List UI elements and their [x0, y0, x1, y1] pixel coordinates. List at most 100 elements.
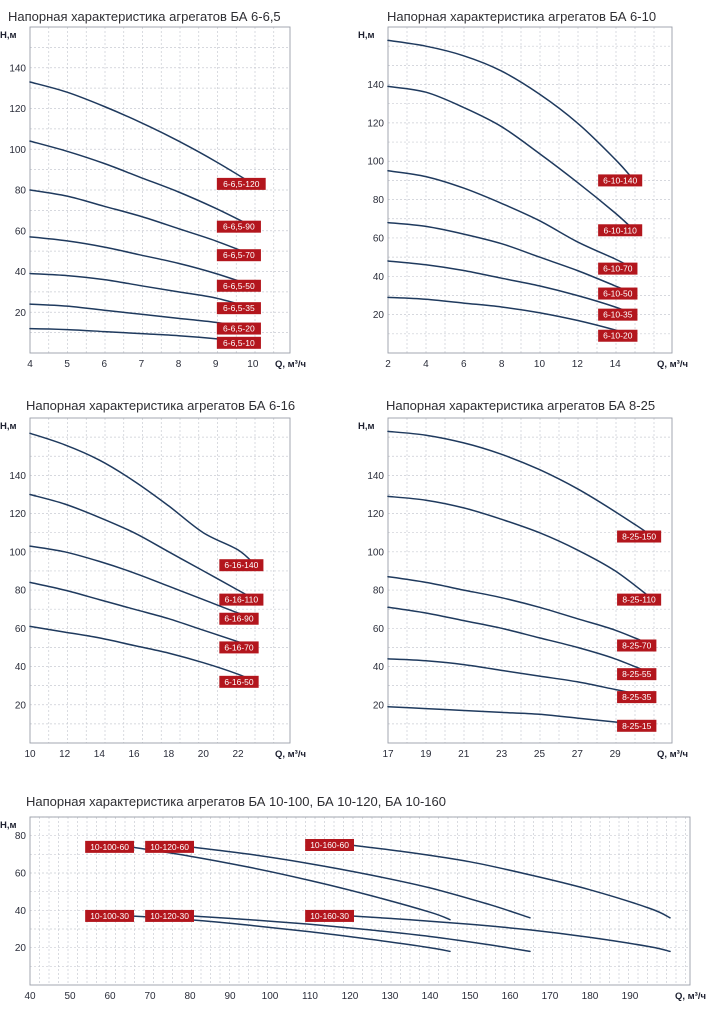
series-line-10-160-60	[349, 844, 671, 919]
series-line-6-6,5-20	[29, 303, 254, 330]
series-line-6-10-110	[387, 85, 635, 232]
series-label-6-16-70: 6-16-70	[224, 642, 254, 652]
y-tick-label: 20	[15, 943, 27, 954]
y-tick-label: 100	[367, 547, 384, 558]
x-tick-label: 4	[27, 359, 33, 370]
series-line-8-25-70	[387, 575, 654, 647]
y-tick-label: 60	[373, 233, 385, 244]
series-label-bg	[598, 329, 638, 342]
y-tick-label: 140	[9, 471, 26, 482]
plot-frame	[29, 417, 291, 744]
y-axis-label: H,м	[0, 421, 17, 432]
series-line-8-25-110	[387, 495, 654, 601]
series-line-10-100-60	[129, 846, 451, 921]
series-line-6-6,5-90	[29, 140, 254, 228]
series-label-bg	[598, 262, 638, 275]
y-tick-label: 60	[15, 226, 27, 237]
y-tick-label: 40	[373, 272, 385, 283]
x-axis-label: Q, м³/ч	[657, 359, 688, 370]
series-label-bg	[216, 220, 261, 233]
y-tick-label: 20	[15, 700, 27, 711]
y-axis-label: H,м	[0, 820, 17, 831]
series-line-6-6,5-50	[29, 236, 254, 287]
chart-2: 2 4 6 8 10 12 14 20 40 60 80 100 120 140 H,м Q, м³/ч 6-1…	[358, 26, 688, 370]
y-tick-label: 100	[9, 145, 26, 156]
series-line-8-25-55	[387, 606, 654, 675]
x-tick-label: 22	[232, 749, 244, 760]
y-tick-label: 120	[367, 118, 384, 129]
series-line-6-10-140	[387, 39, 635, 182]
series-label-8-25-110: 8-25-110	[622, 595, 656, 605]
series-line-6-6,5-10	[29, 327, 254, 344]
series-label-10-160-60: 10-160-60	[310, 840, 349, 850]
series-label-bg	[617, 719, 657, 732]
series-label-6-6,5-120: 6-6,5-120	[223, 179, 260, 189]
y-tick-label: 140	[367, 471, 384, 482]
series-label-6-16-110: 6-16-110	[225, 595, 259, 605]
y-tick-label: 40	[15, 662, 27, 673]
series-label-6-6,5-35: 6-6,5-35	[223, 303, 255, 313]
x-tick-label: 21	[458, 749, 470, 760]
series-label-8-25-70: 8-25-70	[622, 641, 652, 651]
y-tick-label: 120	[367, 509, 384, 520]
series-label-bg	[598, 224, 643, 237]
y-tick-label: 140	[367, 80, 384, 91]
x-tick-label: 70	[144, 991, 156, 1002]
series-label-bg	[598, 287, 638, 300]
series-label-bg	[598, 174, 643, 187]
x-tick-label: 19	[420, 749, 432, 760]
x-tick-label: 80	[184, 991, 196, 1002]
x-tick-label: 110	[302, 991, 318, 1002]
chart-title-2: Напорная характеристика агрегатов БА 6-1…	[387, 9, 657, 24]
series-label-bg	[305, 839, 354, 851]
y-tick-label: 80	[15, 831, 27, 842]
x-tick-label: 120	[342, 991, 359, 1002]
series-label-bg	[219, 559, 264, 572]
series-line-6-10-50	[387, 221, 635, 295]
y-tick-label: 40	[15, 906, 27, 917]
series-line-10-160-30	[349, 915, 671, 953]
x-tick-label: 17	[382, 749, 394, 760]
series-label-bg	[216, 249, 261, 262]
x-tick-label: 4	[423, 359, 429, 370]
series-label-6-6,5-70: 6-6,5-70	[223, 250, 255, 260]
x-tick-label: 100	[262, 991, 279, 1002]
x-tick-label: 10	[247, 359, 259, 370]
chart-1: 4 5 6 7 8 9 10 20 40 60 80 100 120 140 H,м Q, м³/ч 6-6,5…	[0, 26, 306, 370]
x-tick-label: 23	[496, 749, 508, 760]
x-tick-label: 2	[385, 359, 391, 370]
series-label-bg	[617, 639, 657, 652]
series-label-bg	[617, 691, 657, 704]
x-tick-label: 9	[213, 359, 219, 370]
x-tick-label: 12	[572, 359, 584, 370]
series-label-6-16-50: 6-16-50	[224, 677, 254, 687]
series-label-bg	[216, 279, 261, 292]
series-label-bg	[219, 593, 264, 606]
series-label-6-6,5-90: 6-6,5-90	[223, 222, 255, 232]
series-label-6-10-35: 6-10-35	[603, 310, 633, 320]
x-tick-label: 180	[582, 991, 599, 1002]
x-tick-label: 130	[382, 991, 399, 1002]
series-label-8-25-15: 8-25-15	[622, 721, 652, 731]
series-label-bg	[145, 840, 194, 853]
x-tick-label: 140	[422, 991, 439, 1002]
y-tick-label: 120	[9, 104, 26, 115]
series-label-bg	[617, 593, 662, 606]
x-tick-label: 10	[24, 749, 36, 760]
series-label-10-160-30: 10-160-30	[310, 911, 349, 921]
y-tick-label: 60	[15, 624, 27, 635]
x-axis-label: Q, м³/ч	[275, 359, 306, 370]
y-tick-label: 80	[373, 195, 385, 206]
series-label-6-10-50: 6-10-50	[603, 289, 633, 299]
series-line-6-10-70	[387, 170, 635, 270]
series-label-bg	[85, 909, 134, 922]
x-axis-label: Q, м³/ч	[657, 749, 688, 760]
series-line-6-16-110	[29, 493, 257, 601]
series-label-6-6,5-10: 6-6,5-10	[223, 338, 255, 348]
series-line-6-10-20	[387, 296, 635, 337]
y-tick-label: 100	[9, 547, 26, 558]
x-axis-label: Q, м³/ч	[275, 749, 306, 760]
y-axis-label: H,м	[358, 421, 375, 432]
x-tick-label: 18	[163, 749, 175, 760]
